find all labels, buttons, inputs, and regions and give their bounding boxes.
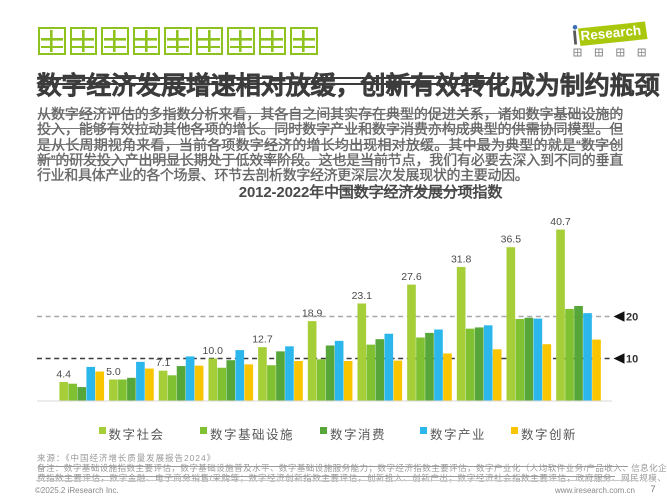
svg-text:4.4: 4.4 xyxy=(56,369,71,381)
svg-text:10.0: 10.0 xyxy=(203,345,224,357)
svg-text:Research: Research xyxy=(580,23,642,44)
svg-text:18.9: 18.9 xyxy=(302,308,323,320)
svg-text:7.1: 7.1 xyxy=(156,357,171,369)
svg-text:27.6: 27.6 xyxy=(401,271,422,283)
svg-text:20: 20 xyxy=(626,312,638,324)
svg-text:23.1: 23.1 xyxy=(352,290,373,302)
svg-text:40.7: 40.7 xyxy=(550,216,571,228)
svg-text:36.5: 36.5 xyxy=(501,234,522,246)
svg-text:5.0: 5.0 xyxy=(106,366,121,378)
svg-text:31.8: 31.8 xyxy=(451,253,472,265)
svg-text:12.7: 12.7 xyxy=(252,334,273,346)
svg-text:10: 10 xyxy=(626,354,638,366)
